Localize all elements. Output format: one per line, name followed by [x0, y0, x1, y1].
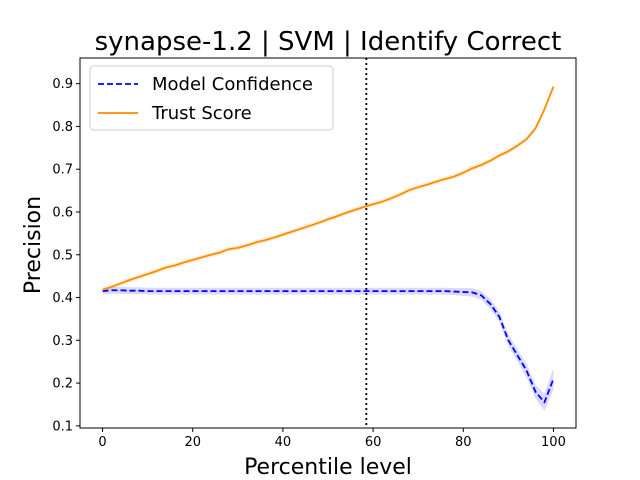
x-axis-label: Percentile level [244, 455, 412, 480]
x-tick-label: 20 [184, 435, 201, 450]
legend-label-1: Trust Score [151, 103, 252, 124]
y-tick-label: 0.9 [52, 77, 73, 92]
x-tick-label: 80 [455, 435, 472, 450]
series-line-0 [102, 289, 555, 404]
y-tick-label: 0.5 [52, 248, 73, 263]
x-tick-label: 100 [541, 435, 566, 450]
x-tick-label: 0 [98, 435, 106, 450]
x-tick-label: 60 [365, 435, 382, 450]
series-band-1 [102, 84, 554, 293]
y-tick-label: 0.1 [52, 419, 73, 434]
legend: Model Confidence Trust Score [89, 65, 334, 131]
plot-area: 0 20 40 60 80 100 0.1 0.2 0.3 0.4 0.5 0.6 0.7 0.8 0.9 [52, 57, 577, 450]
y-tick-label: 0.6 [52, 205, 73, 220]
series-band-0 [102, 286, 554, 411]
chart-title: synapse-1.2 | SVM | Identify Correct [95, 27, 562, 57]
y-tick-label: 0.4 [52, 291, 73, 306]
x-tick-label: 40 [275, 435, 292, 450]
legend-label-0: Model Confidence [152, 74, 313, 95]
legend-box [89, 65, 334, 131]
y-axis-label: Precision [21, 196, 46, 294]
y-tick-label: 0.3 [52, 334, 73, 349]
y-tick-label: 0.2 [52, 377, 73, 392]
axes-frame [79, 57, 577, 429]
y-tick-label: 0.7 [52, 163, 73, 178]
series-line-1 [102, 86, 555, 291]
y-tick-label: 0.8 [52, 120, 73, 135]
